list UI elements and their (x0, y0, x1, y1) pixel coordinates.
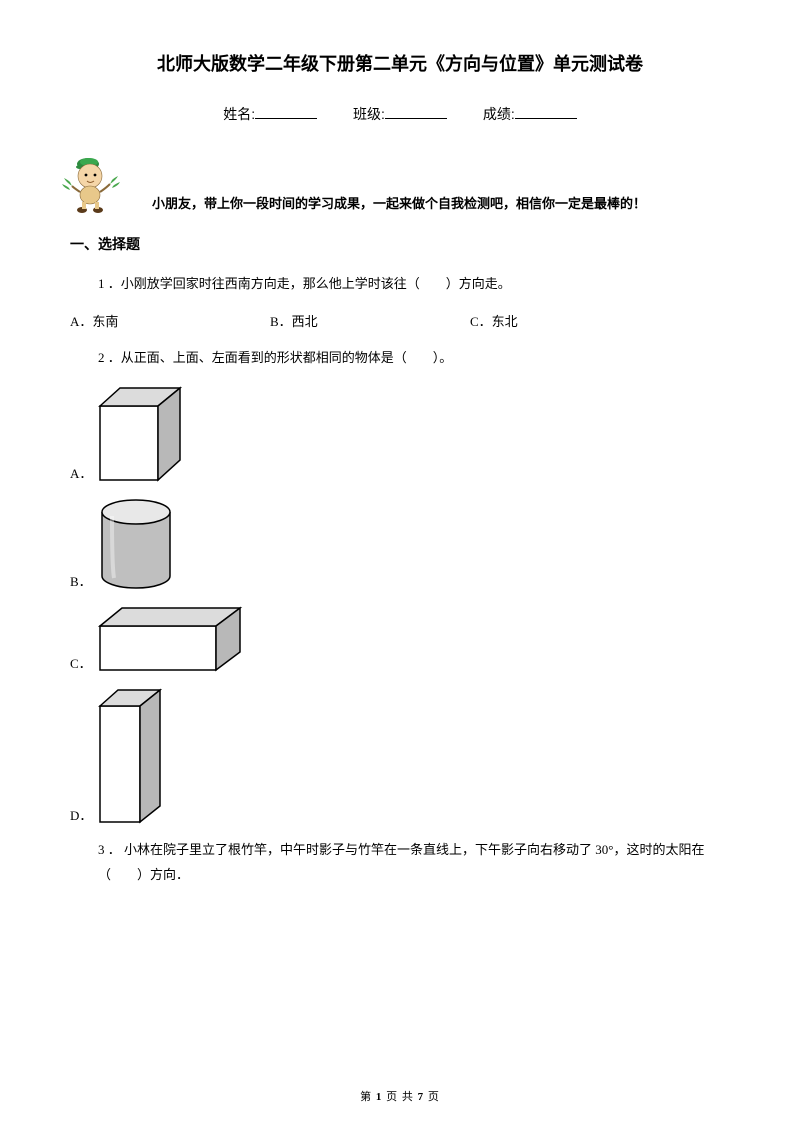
rect-prism-flat-icon (96, 604, 244, 674)
footer-mid: 页 共 (382, 1091, 417, 1103)
mascot-icon (60, 146, 122, 216)
q2-option-b[interactable]: B． (70, 496, 730, 592)
q1-option-b[interactable]: B．西北 (270, 311, 470, 330)
cylinder-icon (96, 496, 176, 592)
score-blank[interactable] (515, 105, 577, 119)
section-1-heading: 一、选择题 (70, 234, 730, 254)
score-label: 成绩: (483, 106, 515, 122)
footer-suffix: 页 (424, 1091, 440, 1103)
cube-icon (96, 384, 188, 484)
name-blank[interactable] (255, 105, 317, 119)
name-label: 姓名: (223, 106, 255, 122)
q1-option-a[interactable]: A．东南 (70, 311, 270, 330)
encouragement-row: 小朋友，带上你一段时间的学习成果，一起来做个自我检测吧，相信你一定是最棒的！ (70, 146, 730, 216)
q2-option-d-label: D． (70, 805, 92, 826)
question-1: 1 ．小刚放学回家时往西南方向走，那么他上学时该往（ ）方向走。 (98, 272, 730, 297)
q2-option-a-label: A． (70, 463, 92, 484)
question-2: 2 ．从正面、上面、左面看到的形状都相同的物体是（ ）。 (98, 346, 730, 371)
q2-option-c[interactable]: C． (70, 604, 730, 674)
question-1-options: A．东南 B．西北 C．东北 (70, 311, 730, 330)
q1-option-c[interactable]: C．东北 (470, 311, 670, 330)
encouragement-text: 小朋友，带上你一段时间的学习成果，一起来做个自我检测吧，相信你一定是最棒的！ (152, 193, 646, 216)
q2-option-a[interactable]: A． (70, 384, 730, 484)
class-blank[interactable] (385, 105, 447, 119)
q2-option-c-label: C． (70, 653, 92, 674)
q2-option-d[interactable]: D． (70, 686, 730, 826)
q2-option-b-label: B． (70, 571, 92, 592)
question-3: 3 ． 小林在院子里立了根竹竿，中午时影子与竹竿在一条直线上，下午影子向右移动了… (98, 838, 730, 887)
rect-prism-tall-icon (96, 686, 166, 826)
page-title: 北师大版数学二年级下册第二单元《方向与位置》单元测试卷 (70, 50, 730, 76)
footer-prefix: 第 (360, 1091, 376, 1103)
class-label: 班级: (353, 106, 385, 122)
page-footer: 第 1 页 共 7 页 (0, 1088, 800, 1104)
student-info-line: 姓名: 班级: 成绩: (70, 104, 730, 124)
